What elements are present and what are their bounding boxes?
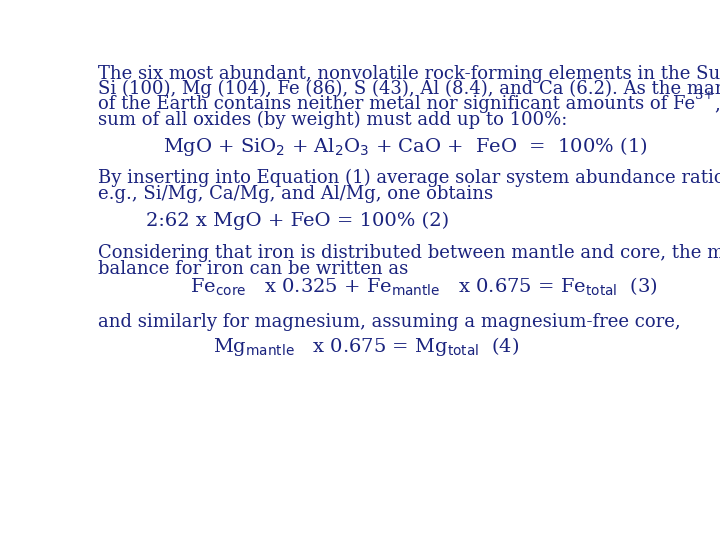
- Text: By inserting into Equation (1) average solar system abundance ratios,: By inserting into Equation (1) average s…: [99, 169, 720, 187]
- Text: sum of all oxides (by weight) must add up to 100%:: sum of all oxides (by weight) must add u…: [99, 110, 568, 129]
- Text: MgO + SiO$_2$ + Al$_2$O$_3$ + CaO +  FeO  =  100% (1): MgO + SiO$_2$ + Al$_2$O$_3$ + CaO + FeO …: [163, 135, 647, 158]
- Text: of the Earth contains neither metal nor significant amounts of Fe: of the Earth contains neither metal nor …: [99, 95, 696, 113]
- Text: Si (100), Mg (104), Fe (86), S (43), Al (8.4), and Ca (6.2). As the mantle: Si (100), Mg (104), Fe (86), S (43), Al …: [99, 80, 720, 98]
- Text: Fe$_{\rm core}$   x 0.325 + Fe$_{\rm mantle}$   x 0.675 = Fe$_{\rm total}$  (3): Fe$_{\rm core}$ x 0.325 + Fe$_{\rm mantl…: [190, 275, 658, 298]
- Text: 3+: 3+: [696, 89, 715, 102]
- Text: , the: , the: [715, 95, 720, 113]
- Text: The six most abundant, nonvolatile rock-forming elements in the Sun are: The six most abundant, nonvolatile rock-…: [99, 64, 720, 83]
- Text: Mg$_{\rm mantle}$   x 0.675 = Mg$_{\rm total}$  (4): Mg$_{\rm mantle}$ x 0.675 = Mg$_{\rm tot…: [213, 335, 519, 357]
- Text: and similarly for magnesium, assuming a magnesium-free core,: and similarly for magnesium, assuming a …: [99, 313, 681, 331]
- Text: e.g., Si/Mg, Ca/Mg, and Al/Mg, one obtains: e.g., Si/Mg, Ca/Mg, and Al/Mg, one obtai…: [99, 185, 493, 202]
- Text: balance for iron can be written as: balance for iron can be written as: [99, 260, 409, 278]
- Text: Considering that iron is distributed between mantle and core, the mass: Considering that iron is distributed bet…: [99, 244, 720, 262]
- Text: 3+: 3+: [696, 89, 715, 102]
- Text: 2:62 x MgO + FeO = 100% (2): 2:62 x MgO + FeO = 100% (2): [145, 212, 449, 230]
